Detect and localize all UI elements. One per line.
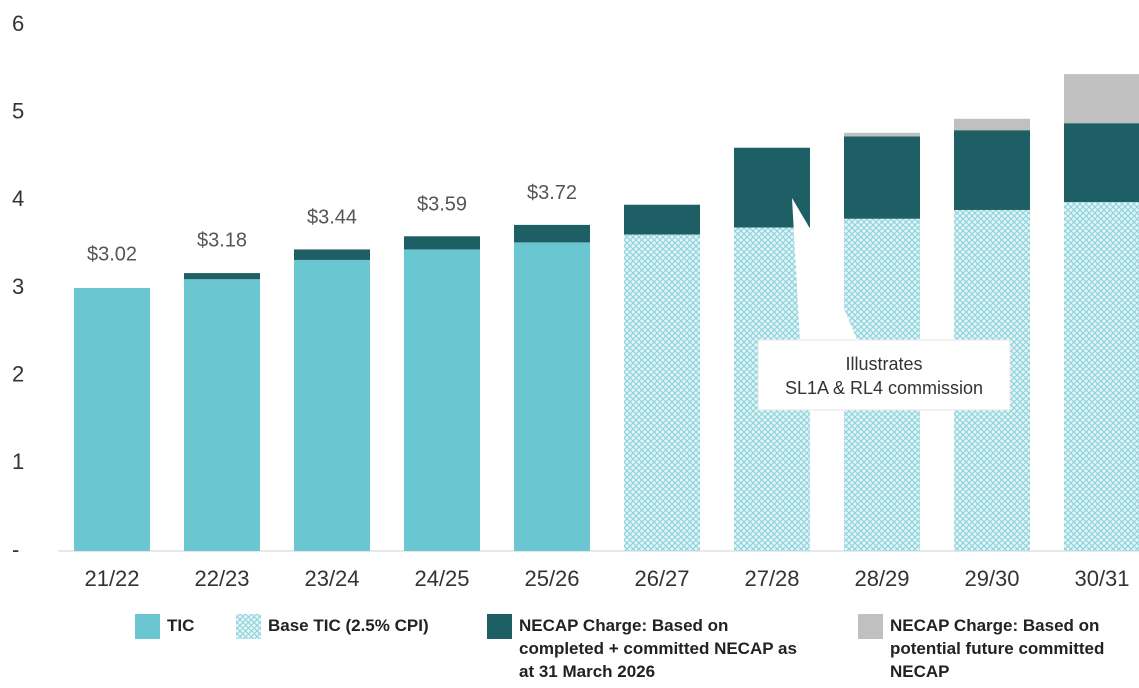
bar-segment xyxy=(294,259,370,551)
y-tick-label: 5 xyxy=(12,98,24,123)
data-label: $3.02 xyxy=(87,244,137,266)
legend-item: NECAP Charge: Based on completed + commi… xyxy=(487,614,809,683)
x-tick-label: 29/30 xyxy=(964,566,1019,591)
y-tick-label: 2 xyxy=(12,361,24,386)
bar-segment xyxy=(624,234,700,552)
bar-segment xyxy=(404,236,480,250)
callout-text: Illustrates xyxy=(845,354,922,374)
bar-segment xyxy=(844,136,920,219)
data-label: $3.44 xyxy=(307,207,357,229)
bar-segment xyxy=(514,242,590,551)
legend-label: Base TIC (2.5% CPI) xyxy=(268,616,429,635)
legend-label: NECAP Charge: Based on completed + commi… xyxy=(519,616,797,681)
bar-segment xyxy=(404,249,480,551)
x-tick-label: 28/29 xyxy=(854,566,909,591)
bar-segment xyxy=(74,288,150,551)
legend-label: NECAP Charge: Based on potential future … xyxy=(890,616,1105,681)
data-label: $3.59 xyxy=(417,194,467,216)
y-tick-label: - xyxy=(12,537,19,562)
data-label: $3.72 xyxy=(527,182,577,204)
x-tick-label: 23/24 xyxy=(304,566,359,591)
y-tick-label: 3 xyxy=(12,274,24,299)
bar-segment xyxy=(514,224,590,243)
legend-swatch xyxy=(487,614,512,639)
x-tick-label: 27/28 xyxy=(744,566,799,591)
x-tick-label: 21/22 xyxy=(84,566,139,591)
bar-segment xyxy=(184,279,260,551)
bar-segment xyxy=(1064,202,1139,551)
x-tick-label: 25/26 xyxy=(524,566,579,591)
x-tick-label: 24/25 xyxy=(414,566,469,591)
legend-item: TIC xyxy=(135,614,333,639)
bar-segment xyxy=(954,130,1030,210)
data-label: $3.18 xyxy=(197,230,247,252)
y-tick-label: 1 xyxy=(12,449,24,474)
legend-swatch xyxy=(236,614,261,639)
legend-item: Base TIC (2.5% CPI) xyxy=(236,614,429,639)
callout-text: SL1A & RL4 commission xyxy=(785,378,983,398)
x-tick-label: 26/27 xyxy=(634,566,689,591)
x-tick-label: 22/23 xyxy=(194,566,249,591)
bar-segment xyxy=(954,118,1030,131)
bar-segment xyxy=(1064,74,1139,124)
legend-swatch xyxy=(858,614,883,639)
callout-box xyxy=(757,339,1011,411)
legend-label: TIC xyxy=(167,616,195,635)
legend-swatch xyxy=(135,614,160,639)
bar-segment xyxy=(844,132,920,137)
bar-segment xyxy=(1064,123,1139,203)
bar-segment xyxy=(184,273,260,280)
bar-segment xyxy=(624,204,700,235)
y-tick-label: 6 xyxy=(12,11,24,36)
x-tick-label: 30/31 xyxy=(1074,566,1129,591)
callout-pointer xyxy=(792,198,858,342)
y-tick-label: 4 xyxy=(12,186,24,211)
legend-item: NECAP Charge: Based on potential future … xyxy=(858,614,1135,683)
bar-segment xyxy=(294,249,370,260)
